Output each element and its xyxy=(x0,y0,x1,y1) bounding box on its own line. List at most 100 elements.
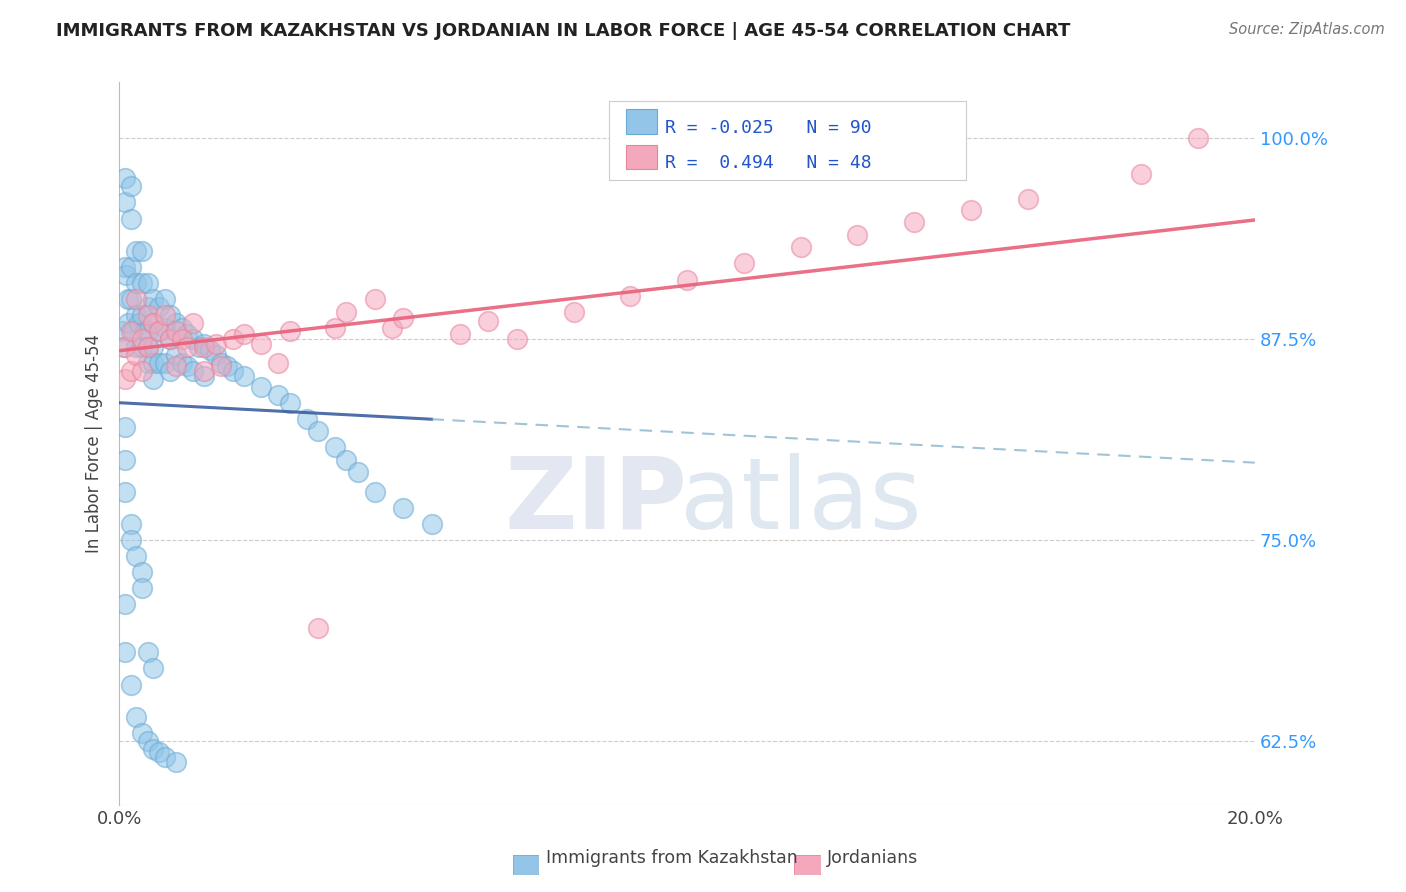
Point xyxy=(142,316,165,330)
Point xyxy=(217,359,239,374)
Text: Immigrants from Kazakhstan: Immigrants from Kazakhstan xyxy=(546,849,797,867)
Point xyxy=(170,356,193,370)
Point xyxy=(181,316,204,330)
Y-axis label: In Labor Force | Age 45-54: In Labor Force | Age 45-54 xyxy=(86,334,103,553)
Point xyxy=(125,292,148,306)
Point xyxy=(142,316,165,330)
Point xyxy=(1017,192,1039,206)
Point xyxy=(114,195,136,210)
Point xyxy=(420,516,443,531)
Point xyxy=(165,324,187,338)
Point xyxy=(165,348,187,362)
Point xyxy=(117,292,139,306)
Point xyxy=(193,364,215,378)
Point xyxy=(392,500,415,515)
Point xyxy=(114,171,136,186)
Point xyxy=(120,324,142,338)
Point xyxy=(131,276,153,290)
Text: IMMIGRANTS FROM KAZAKHSTAN VS JORDANIAN IN LABOR FORCE | AGE 45-54 CORRELATION C: IMMIGRANTS FROM KAZAKHSTAN VS JORDANIAN … xyxy=(56,22,1070,40)
Point xyxy=(142,292,165,306)
Point xyxy=(148,324,170,338)
Point xyxy=(159,308,181,322)
Point xyxy=(120,516,142,531)
Point xyxy=(114,260,136,274)
Point xyxy=(125,276,148,290)
Point xyxy=(903,215,925,229)
Point xyxy=(114,452,136,467)
Point xyxy=(131,565,153,579)
Point xyxy=(335,452,357,467)
Point xyxy=(120,677,142,691)
Point xyxy=(170,332,193,346)
Point xyxy=(117,316,139,330)
Point xyxy=(142,340,165,354)
Point xyxy=(222,364,245,378)
Point xyxy=(364,484,387,499)
Point xyxy=(131,308,153,322)
Point xyxy=(120,211,142,226)
Point xyxy=(131,725,153,739)
Text: R = -0.025   N = 90: R = -0.025 N = 90 xyxy=(665,119,872,136)
Point xyxy=(165,359,187,374)
Point xyxy=(153,308,176,322)
Point xyxy=(153,292,176,306)
Point xyxy=(131,332,153,346)
Point xyxy=(136,733,159,747)
Point xyxy=(165,316,187,330)
Point xyxy=(204,336,226,351)
Point xyxy=(136,308,159,322)
Point xyxy=(142,661,165,675)
Point xyxy=(960,203,983,218)
Point xyxy=(278,396,301,410)
Point xyxy=(114,340,136,354)
Point xyxy=(307,424,329,438)
Point xyxy=(148,745,170,759)
Point xyxy=(136,356,159,370)
Point xyxy=(181,364,204,378)
Point xyxy=(131,581,153,595)
Point xyxy=(120,364,142,378)
Point xyxy=(148,324,170,338)
Point xyxy=(307,621,329,635)
Point xyxy=(142,372,165,386)
Point xyxy=(381,320,404,334)
Point xyxy=(153,356,176,370)
Point xyxy=(267,388,290,402)
Point xyxy=(335,304,357,318)
Point xyxy=(204,348,226,362)
Point xyxy=(111,324,134,338)
Point xyxy=(222,332,245,346)
Point xyxy=(131,364,153,378)
Point xyxy=(120,179,142,194)
Point xyxy=(120,533,142,547)
Point xyxy=(120,260,142,274)
Point xyxy=(114,420,136,434)
Point xyxy=(676,272,699,286)
Point xyxy=(125,308,148,322)
Point xyxy=(136,340,159,354)
Point xyxy=(136,324,159,338)
Point xyxy=(136,340,159,354)
Point xyxy=(193,340,215,354)
Point xyxy=(295,412,318,426)
Point xyxy=(233,369,256,384)
Point xyxy=(125,549,148,563)
Point xyxy=(125,244,148,258)
Point xyxy=(619,288,641,302)
Point xyxy=(170,320,193,334)
Point xyxy=(449,327,471,342)
Point xyxy=(114,597,136,611)
Point xyxy=(267,356,290,370)
Point xyxy=(165,755,187,769)
Point xyxy=(233,327,256,342)
Point xyxy=(364,292,387,306)
Point xyxy=(176,327,198,342)
Point xyxy=(153,320,176,334)
Text: Jordanians: Jordanians xyxy=(827,849,918,867)
Point xyxy=(346,466,368,480)
Point xyxy=(506,332,529,346)
Point xyxy=(278,324,301,338)
Point xyxy=(125,348,148,362)
Text: atlas: atlas xyxy=(681,453,921,549)
Point xyxy=(562,304,585,318)
